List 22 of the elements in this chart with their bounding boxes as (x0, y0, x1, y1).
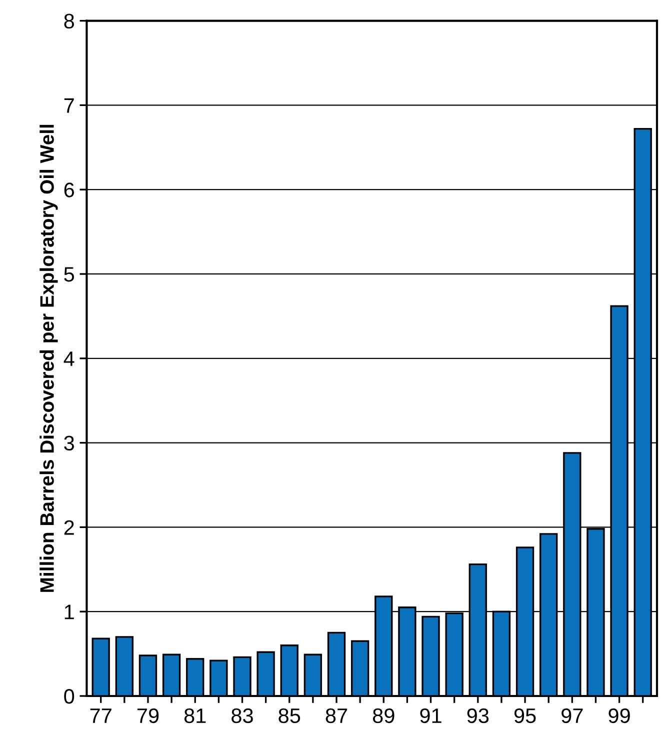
y-tick-label: 5 (64, 267, 74, 282)
x-tick-label: 83 (232, 708, 253, 724)
y-tick-label: 0 (64, 688, 74, 704)
y-tick-label: 7 (64, 98, 74, 113)
y-axis-title: Million Barrels Discovered per Exploratory Oil Well (40, 124, 58, 592)
x-tick-label: 85 (278, 708, 300, 724)
y-tick-label: 3 (64, 436, 74, 451)
x-tick-label: 79 (137, 708, 159, 724)
x-tick-label: 97 (562, 708, 583, 724)
x-tick-label: 91 (420, 708, 442, 724)
y-tick-label: 2 (64, 520, 74, 535)
x-tick-label: 81 (184, 708, 206, 724)
x-tick-label: 77 (90, 708, 112, 723)
y-tick-label: 8 (64, 14, 74, 29)
y-tick-label: 6 (64, 182, 74, 198)
x-tick-label: 89 (372, 708, 394, 724)
y-tick-label: 4 (64, 352, 74, 366)
y-tick-label: 1 (64, 604, 74, 620)
x-tick-label: 93 (467, 708, 489, 724)
x-tick-label: 99 (608, 708, 630, 724)
x-tick-label: 87 (326, 708, 348, 724)
x-tick-label: 95 (514, 708, 536, 724)
